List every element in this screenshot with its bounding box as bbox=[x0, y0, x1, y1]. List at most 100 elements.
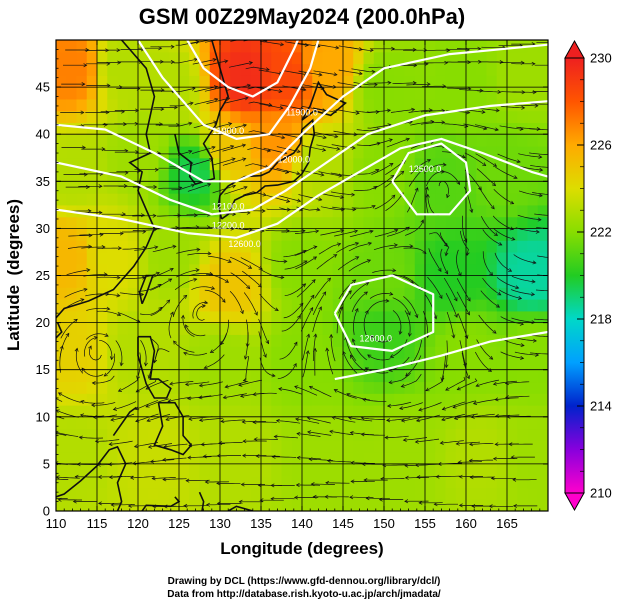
streamline-arrow bbox=[414, 187, 419, 192]
field-cell bbox=[373, 487, 385, 500]
field-cell bbox=[466, 381, 477, 394]
field-cell bbox=[404, 87, 416, 100]
field-cell bbox=[363, 334, 375, 347]
field-cell bbox=[117, 381, 129, 394]
colorbar-max-arrow bbox=[564, 39, 585, 59]
field-cell bbox=[168, 334, 180, 347]
field-cell bbox=[158, 299, 170, 312]
field-cell bbox=[86, 440, 98, 453]
streamline-arrow bbox=[147, 444, 153, 449]
field-cell bbox=[384, 475, 395, 489]
streamline bbox=[56, 462, 79, 466]
streamline-arrow bbox=[135, 150, 140, 155]
field-cell bbox=[425, 216, 436, 230]
streamline-arrow bbox=[414, 314, 419, 319]
streamline-arrow bbox=[492, 182, 497, 187]
streamline-arrow bbox=[245, 343, 250, 348]
streamline bbox=[369, 293, 393, 299]
streamline-arrow bbox=[43, 429, 46, 432]
field-cell bbox=[445, 440, 457, 453]
streamline-arrow bbox=[352, 279, 357, 284]
field-cell bbox=[404, 499, 416, 511]
streamline bbox=[482, 251, 493, 276]
field-cell bbox=[209, 499, 221, 511]
streamline bbox=[361, 417, 386, 420]
field-cell bbox=[148, 193, 160, 206]
field-cell bbox=[261, 440, 272, 453]
field-cell bbox=[97, 134, 108, 147]
field-cell bbox=[343, 499, 354, 511]
streamline bbox=[153, 348, 170, 363]
field-cell bbox=[466, 428, 477, 441]
streamline bbox=[312, 334, 317, 362]
coastline-segment bbox=[56, 445, 127, 511]
field-cell bbox=[107, 381, 119, 394]
streamline bbox=[350, 354, 369, 373]
streamline bbox=[148, 443, 173, 448]
streamline bbox=[385, 192, 404, 211]
streamline bbox=[406, 83, 431, 86]
streamline bbox=[56, 398, 63, 402]
streamline-arrow bbox=[209, 349, 214, 353]
streamline-arrow bbox=[243, 355, 248, 360]
field-cell bbox=[56, 98, 67, 112]
streamline bbox=[169, 381, 194, 385]
field-cell bbox=[86, 499, 98, 511]
streamline-arrow bbox=[257, 483, 262, 488]
streamline-arrow bbox=[498, 241, 503, 246]
streamline-arrow bbox=[366, 259, 372, 263]
streamline-arrow bbox=[557, 289, 560, 292]
field-cell bbox=[271, 310, 283, 324]
field-cell bbox=[97, 334, 108, 347]
streamline-arrow bbox=[74, 474, 79, 479]
field-cell bbox=[291, 51, 303, 65]
streamline-arrow bbox=[551, 103, 554, 106]
streamline-arrow bbox=[373, 185, 378, 190]
field-cell bbox=[291, 440, 303, 453]
field-cell bbox=[363, 204, 375, 218]
field-cell bbox=[199, 440, 211, 453]
field-cell bbox=[312, 487, 324, 500]
streamline bbox=[456, 249, 462, 276]
field-cell bbox=[250, 334, 262, 347]
field-cell bbox=[66, 157, 78, 171]
field-cell bbox=[199, 75, 211, 88]
field-cell bbox=[466, 310, 477, 324]
field-cell bbox=[425, 369, 436, 383]
field-cell bbox=[127, 475, 139, 489]
field-cell bbox=[97, 428, 108, 441]
streamline-arrow bbox=[80, 110, 85, 115]
streamline-arrow bbox=[274, 307, 279, 312]
field-cell bbox=[496, 251, 508, 265]
field-cell bbox=[302, 440, 313, 453]
field-cell bbox=[466, 334, 477, 347]
streamline-arrow bbox=[553, 90, 556, 93]
field-cell bbox=[363, 40, 375, 53]
field-cell bbox=[148, 63, 160, 76]
field-cell bbox=[404, 51, 416, 65]
streamline bbox=[190, 40, 212, 44]
field-cell bbox=[97, 63, 108, 76]
field-cell bbox=[127, 134, 139, 147]
field-cell bbox=[261, 63, 272, 76]
streamline-arrow bbox=[389, 354, 394, 358]
streamline bbox=[493, 380, 518, 385]
field-cell bbox=[117, 63, 129, 76]
field-cell bbox=[322, 405, 334, 418]
streamline bbox=[210, 145, 234, 153]
streamline-arrow bbox=[440, 377, 445, 382]
field-cell bbox=[332, 322, 344, 335]
gridlines bbox=[56, 40, 548, 511]
field-cell bbox=[179, 405, 190, 418]
field-cell bbox=[455, 322, 467, 335]
field-cell bbox=[466, 193, 477, 206]
field-cell bbox=[527, 145, 539, 159]
field-cell bbox=[425, 251, 436, 265]
field-cell bbox=[343, 157, 354, 171]
streamline bbox=[247, 147, 271, 152]
streamline-arrow bbox=[404, 499, 409, 504]
field-cell bbox=[353, 405, 365, 418]
field-cell bbox=[261, 346, 272, 359]
